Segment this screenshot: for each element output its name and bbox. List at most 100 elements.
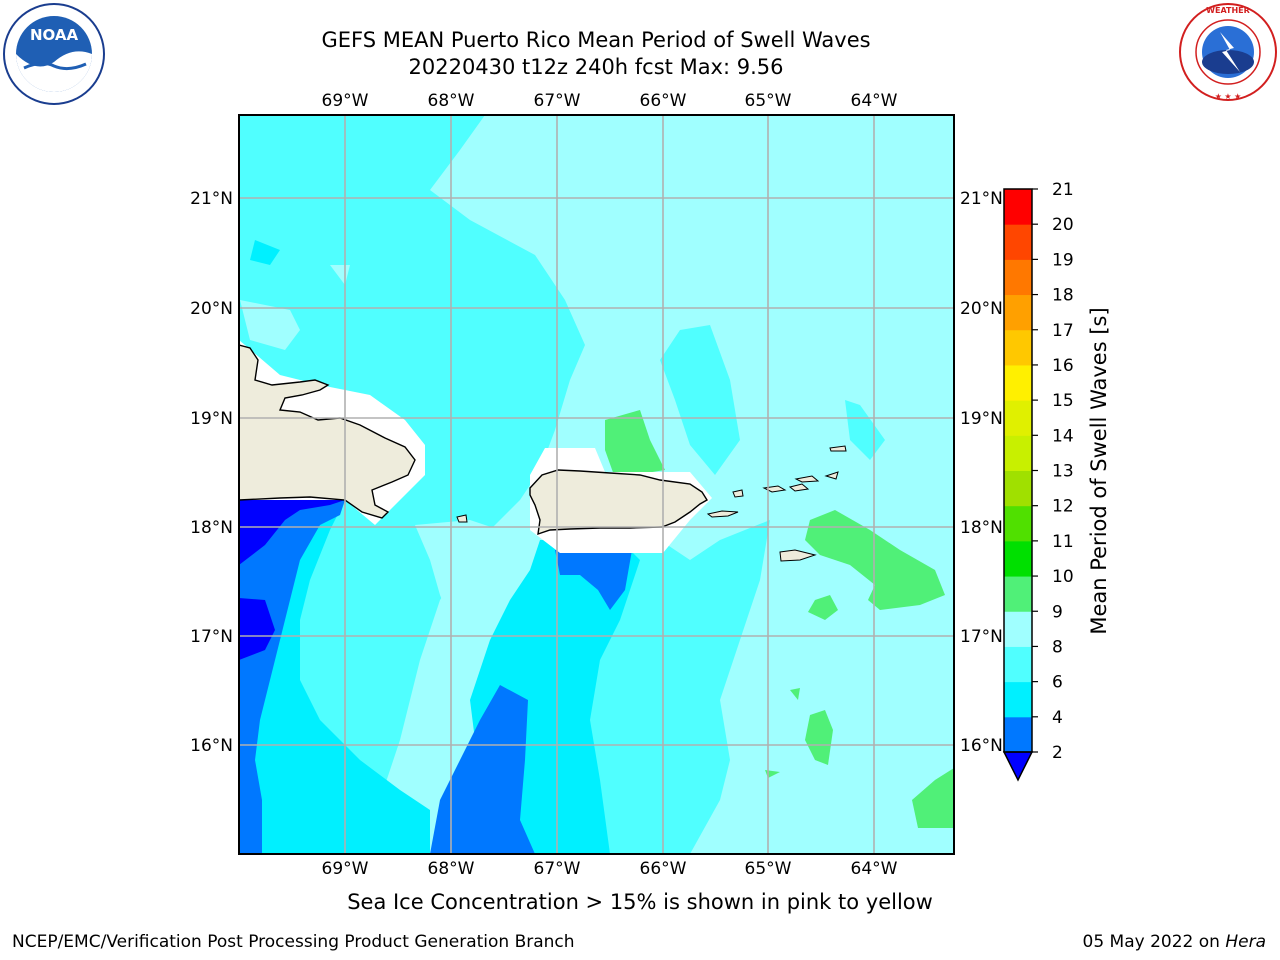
lat-label-left: 17°N <box>190 627 233 647</box>
lat-label-right: 20°N <box>960 299 1003 319</box>
colorbar-under-arrow <box>1002 751 1034 782</box>
svg-text:WEATHER: WEATHER <box>1206 6 1250 15</box>
colorbar-tick-label: 8 <box>1052 637 1063 657</box>
lat-label-right: 17°N <box>960 627 1003 647</box>
contour-under-2-a <box>239 500 345 565</box>
lon-label-top: 67°W <box>534 91 581 111</box>
map-title-line-2: 20220430 t12z 240h fcst Max: 9.56 <box>408 55 784 79</box>
contour-6-8-east <box>845 400 885 460</box>
colorbar-bin-13-14 <box>1004 435 1032 471</box>
lon-label-bottom: 66°W <box>640 859 687 879</box>
colorbar-bin-16-17 <box>1004 329 1032 366</box>
colorbar-tick-label: 16 <box>1052 356 1074 376</box>
contour-under-2-b <box>239 598 275 660</box>
colorbar-tick-label: 13 <box>1052 462 1074 482</box>
land-vieques <box>706 510 739 518</box>
colorbar-tick-label: 9 <box>1052 602 1063 622</box>
contour-9-10-f <box>790 688 800 700</box>
lon-label-bottom: 68°W <box>428 859 475 879</box>
lon-label-bottom: 67°W <box>534 859 581 879</box>
colorbar-tick-label: 15 <box>1052 391 1074 411</box>
contour-2-4-pr-south <box>555 550 632 610</box>
lat-label-right: 21°N <box>960 189 1003 209</box>
colorbar-bin-4-6 <box>1004 681 1032 718</box>
colorbar-bin-15-16 <box>1004 364 1032 401</box>
lon-label-top: 69°W <box>322 91 369 111</box>
lon-label-bottom: 69°W <box>322 859 369 879</box>
land-st-john <box>788 483 810 492</box>
footer-date: 05 May 2022 on Hera <box>1083 932 1267 952</box>
colorbar-tick-label: 14 <box>1052 426 1074 446</box>
contour-4-6-spot-a <box>250 240 280 265</box>
land-mona <box>456 514 468 523</box>
land-anegada <box>829 445 847 452</box>
footer-credit: NCEP/EMC/Verification Post Processing Pr… <box>12 932 575 952</box>
map-field <box>239 115 954 854</box>
colorbar-tick-label: 10 <box>1052 567 1074 587</box>
land-st-thomas <box>762 485 787 493</box>
contour-9-10-e <box>912 768 954 828</box>
colorbar-tick-label: 6 <box>1052 673 1063 693</box>
land-hispaniola <box>239 344 416 519</box>
colorbar: 2 4 6 8 9 10 11 12 13 14 15 16 17 18 19 20 21 <box>1002 180 1074 782</box>
map-title-line-1: GEFS MEAN Puerto Rico Mean Period of Swe… <box>321 28 871 52</box>
lon-label-top: 64°W <box>851 91 898 111</box>
map-frame <box>238 114 955 855</box>
lat-label-left: 21°N <box>190 189 233 209</box>
colorbar-bin-14-15 <box>1004 400 1032 436</box>
lat-label-right: 19°N <box>960 409 1003 429</box>
colorbar-bin-9-10 <box>1004 576 1032 612</box>
noaa-logo-text: NOAA <box>30 26 79 44</box>
lat-label-left: 16°N <box>190 736 233 756</box>
svg-text:★ ★ ★: ★ ★ ★ <box>1215 92 1242 101</box>
lon-label-top: 65°W <box>745 91 792 111</box>
lat-label-right: 18°N <box>960 518 1003 538</box>
noaa-logo: NOAA <box>3 3 105 105</box>
lon-label-bottom: 64°W <box>851 859 898 879</box>
contour-9-10-b <box>805 510 945 610</box>
contour-8-9-pocket-a <box>415 520 520 620</box>
footer-host: Hera <box>1225 932 1266 952</box>
colorbar-tick-label: 21 <box>1052 180 1074 200</box>
land-virgin-gorda <box>824 471 839 480</box>
colorbar-bin-6-8 <box>1004 646 1032 683</box>
contour-9-10-a <box>605 410 665 478</box>
colorbar-bin-2-4 <box>1004 716 1032 753</box>
colorbar-tick-label: 4 <box>1052 708 1063 728</box>
colorbar-tick-label: 20 <box>1052 215 1074 235</box>
colorbar-bin-20-21 <box>1004 189 1032 225</box>
lon-label-bottom: 65°W <box>745 859 792 879</box>
land-tortola <box>794 475 820 483</box>
lat-label-left: 18°N <box>190 518 233 538</box>
lon-label-top: 66°W <box>640 91 687 111</box>
colorbar-bin-17-18 <box>1004 294 1032 331</box>
colorbar-label: Mean Period of Swell Waves [s] <box>1087 307 1111 634</box>
contour-2-4-south <box>430 685 535 854</box>
contour-6-8-northeast <box>660 325 740 475</box>
colorbar-bin-11-12 <box>1004 505 1032 542</box>
footer-date-text: 05 May 2022 on <box>1082 932 1226 952</box>
colorbar-bin-8-9 <box>1004 611 1032 647</box>
contour-2-4-west <box>239 500 345 854</box>
colorbar-bin-10-11 <box>1004 540 1032 577</box>
colorbar-tick-label: 18 <box>1052 286 1074 306</box>
colorbar-bin-19-20 <box>1004 224 1032 260</box>
colorbar-tick-label: 11 <box>1052 532 1074 552</box>
sea-ice-caption: Sea Ice Concentration > 15% is shown in … <box>347 890 933 914</box>
lon-label-top: 68°W <box>428 91 475 111</box>
colorbar-tick-label: 17 <box>1052 321 1074 341</box>
colorbar-tick-label: 2 <box>1052 743 1063 763</box>
contour-9-10-c <box>808 595 838 620</box>
colorbar-tick-label: 19 <box>1052 250 1074 270</box>
contour-9-10-d <box>805 710 833 765</box>
colorbar-tick-label: 12 <box>1052 497 1074 517</box>
lat-label-right: 16°N <box>960 736 1003 756</box>
colorbar-bin-18-19 <box>1004 259 1032 296</box>
nws-logo: WEATHER ★ ★ ★ <box>1179 3 1277 101</box>
colorbar-bin-12-13 <box>1004 470 1032 507</box>
land-st-croix <box>779 549 817 562</box>
contour-8-9-pocket-b <box>240 300 300 350</box>
land-culebra <box>732 489 744 498</box>
lat-label-left: 20°N <box>190 299 233 319</box>
